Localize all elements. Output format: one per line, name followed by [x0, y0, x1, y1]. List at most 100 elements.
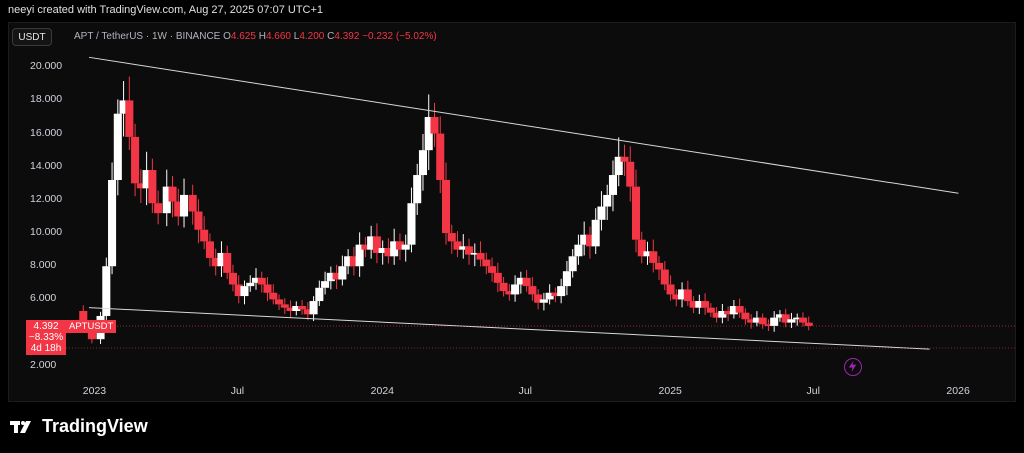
candle-body	[275, 299, 284, 305]
candle-body	[251, 277, 261, 283]
candle-body	[522, 277, 531, 287]
y-tick-label: 6.000	[30, 292, 57, 305]
y-tick-label: 2.000	[30, 358, 57, 371]
candle-body	[655, 262, 664, 270]
candle-body	[712, 312, 721, 318]
legend-open-label: O	[223, 31, 231, 42]
legend-high-label: H	[258, 31, 266, 42]
candle-body	[154, 203, 163, 214]
candle-body	[568, 256, 577, 272]
candle-body	[200, 229, 209, 242]
candle-body	[695, 301, 704, 308]
candle-body	[390, 241, 399, 257]
trendline-upper	[88, 56, 959, 194]
candle-body	[148, 170, 157, 204]
x-tick-label: Jul	[806, 385, 820, 397]
candle-body	[234, 284, 243, 297]
candle-body	[528, 286, 537, 295]
last-price: 4.392	[33, 321, 59, 332]
candle-body	[108, 180, 117, 267]
x-tick-label: Jul	[230, 385, 245, 397]
candle-body	[292, 306, 301, 311]
candle-body	[326, 272, 335, 282]
candle-body	[413, 175, 422, 204]
y-tick-label: 20.000	[30, 60, 63, 73]
x-tick-label: 2026	[946, 385, 970, 397]
candle-body	[217, 252, 226, 267]
candle-body	[718, 310, 727, 318]
y-tick-label: 16.000	[30, 126, 63, 139]
x-tick-label: Jul	[518, 385, 533, 397]
candle-body	[384, 247, 393, 257]
tradingview-logo[interactable]: TradingView	[10, 416, 148, 437]
candle-body	[136, 183, 145, 189]
candle-body	[574, 244, 583, 257]
candle-body	[649, 251, 658, 263]
chart-credit: neeyi created with TradingView.com, Aug …	[8, 4, 324, 16]
candle-body	[79, 310, 88, 328]
candle-body	[482, 259, 491, 267]
bolt-icon[interactable]	[844, 358, 862, 376]
tradingview-icon	[10, 419, 36, 435]
candle-body	[493, 272, 502, 283]
candle-body	[793, 317, 802, 320]
candle-body	[361, 244, 370, 250]
candle-body	[781, 314, 790, 323]
candle-body	[87, 327, 96, 340]
candle-body	[113, 113, 122, 181]
candle-body	[741, 312, 750, 320]
candle-body	[798, 317, 807, 323]
candle-body	[188, 194, 197, 212]
candle-body	[453, 241, 462, 250]
candle-body	[689, 301, 698, 308]
candle-body	[775, 314, 784, 318]
candle-body	[562, 271, 571, 287]
trendline-lower	[89, 307, 930, 350]
candle-body	[729, 306, 738, 315]
legend-symbol: APT / TetherUS · 1W · BINANCE	[74, 31, 221, 42]
candle-body	[603, 194, 612, 207]
candle-body	[764, 324, 773, 326]
candle-body	[174, 201, 183, 217]
candle-body	[505, 291, 514, 295]
candle-body	[298, 306, 307, 310]
candle-body	[666, 284, 675, 295]
candle-body	[131, 136, 140, 184]
currency-button[interactable]: USDT	[12, 28, 52, 46]
candle-body	[102, 266, 111, 316]
candle-body	[678, 289, 687, 300]
candle-body	[551, 292, 560, 297]
y-tick-label: 8.000	[30, 259, 57, 272]
legend-open-value: 4.625	[230, 31, 256, 42]
candle-body	[142, 170, 151, 189]
brand-name: TradingView	[42, 416, 148, 436]
candle-body	[395, 241, 404, 250]
candle-body	[683, 289, 692, 302]
candle-body	[162, 186, 171, 214]
legend-low-label: L	[293, 31, 300, 42]
candle-body	[280, 304, 289, 308]
x-tick-label: 2023	[82, 385, 107, 397]
candle-body	[286, 307, 295, 311]
candle-body	[557, 286, 566, 297]
candle-body	[735, 306, 744, 313]
candle-body	[349, 256, 358, 267]
candle-body	[637, 239, 646, 257]
legend-change: −0.232 (−5.02%)	[362, 31, 437, 42]
candle-body	[263, 284, 272, 293]
candle-body	[747, 319, 756, 323]
candle-body	[401, 244, 410, 250]
candle-body	[511, 284, 520, 295]
candle-body	[407, 203, 416, 245]
candle-body	[470, 252, 479, 255]
candle-body	[211, 257, 220, 267]
candle-body	[119, 100, 128, 114]
last-price-tag: 4.392 −8.33% 4d 18h	[26, 320, 66, 355]
candle-body	[597, 206, 606, 220]
candle-body	[539, 299, 548, 303]
candle-body	[180, 194, 189, 217]
candle-body	[223, 252, 232, 273]
candle-body	[459, 246, 468, 250]
candle-countdown: 4d 18h	[30, 343, 62, 354]
